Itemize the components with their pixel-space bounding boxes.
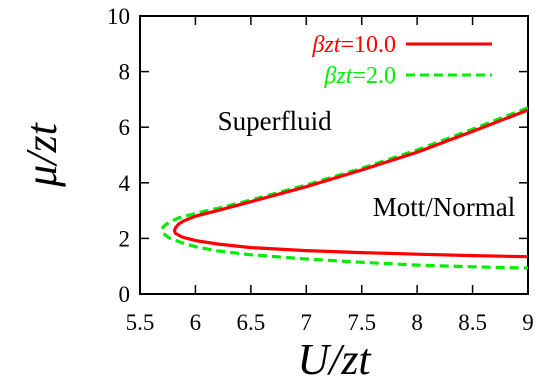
y-axis-title: μ/zt [17, 121, 66, 187]
x-tick-label-4: 7.5 [347, 310, 376, 335]
x-tick-label-3: 7 [301, 310, 313, 335]
y-tick-label-3: 6 [119, 115, 131, 140]
legend: βzt=10.0 βzt=2.0 [311, 32, 492, 89]
x-tick-label-0: 5.5 [126, 310, 155, 335]
legend-symbol-beta-10: βzt [311, 32, 341, 58]
legend-label-beta-10: βzt=10.0 [311, 32, 396, 58]
series-layer [160, 106, 529, 270]
x-tick-label-7: 9 [522, 310, 534, 335]
x-tick-label-2: 6.5 [236, 310, 265, 335]
annotation-superfluid: Superfluid [218, 106, 332, 136]
legend-label-beta-2: βzt=2.0 [323, 63, 396, 89]
x-tick-label-6: 8.5 [458, 310, 487, 335]
x-tick-label-5: 8 [411, 310, 423, 335]
y-tick-label-5: 10 [107, 4, 130, 29]
axis-ticks [139, 15, 529, 295]
y-tick-label-0: 0 [119, 282, 131, 307]
legend-value-beta-10: =10.0 [340, 32, 396, 58]
y-tick-label-4: 8 [119, 60, 131, 85]
series-line-1 [160, 106, 529, 270]
legend-symbol-beta-2: βzt [323, 63, 353, 89]
legend-value-beta-2: =2.0 [352, 63, 396, 89]
series-line-0 [172, 108, 529, 259]
y-tick-label-2: 4 [119, 171, 131, 196]
annotation-mott-normal: Mott/Normal [373, 192, 516, 222]
axis-tick-labels: 5.5 6 6.5 7 7.5 8 8.5 9 0 2 4 6 8 10 [107, 4, 534, 335]
x-axis-title: U/zt [297, 335, 372, 382]
x-tick-label-1: 6 [190, 310, 202, 335]
y-tick-label-1: 2 [119, 226, 131, 251]
plot-frame [139, 15, 529, 295]
